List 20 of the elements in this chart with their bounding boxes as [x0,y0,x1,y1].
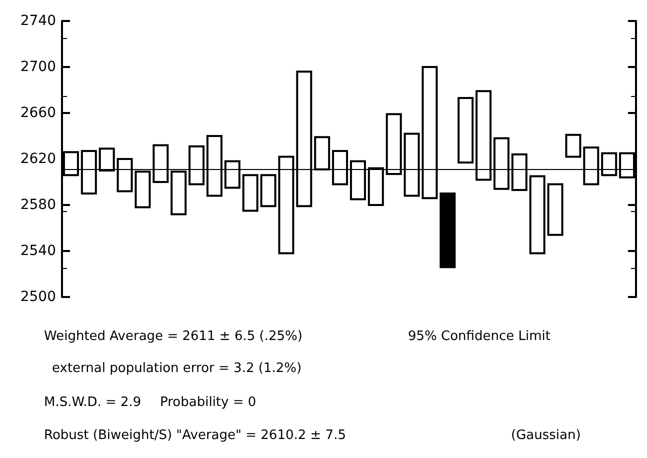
text: 95% Confidence Limit [408,329,550,344]
text: external population error = 3.2 (1.2%) [52,361,302,376]
y-tick-label: 2620 [20,151,56,167]
bar [547,183,564,236]
y-tick-label: 2660 [20,105,56,121]
text: M.S.W.D. = 2.9 [44,395,142,410]
y-tick-label: 2580 [20,197,56,213]
y-tick-label: 2540 [20,243,56,259]
bar [529,175,546,254]
bar [242,174,258,212]
text: Probability = 0 [160,395,256,410]
bar [565,134,582,158]
text: Weighted Average = 2611 ± 6.5 (.25%) [44,329,302,344]
y-tick-label: 2500 [20,289,56,305]
text: (Gaussian) [511,428,581,443]
y-tick-label: 2740 [20,13,56,29]
text: Robust (Biweight/S) "Average" = 2610.2 ± 7.5 [44,428,346,443]
bar [440,192,456,268]
bar [458,97,474,164]
y-tick-label: 2700 [20,59,56,75]
